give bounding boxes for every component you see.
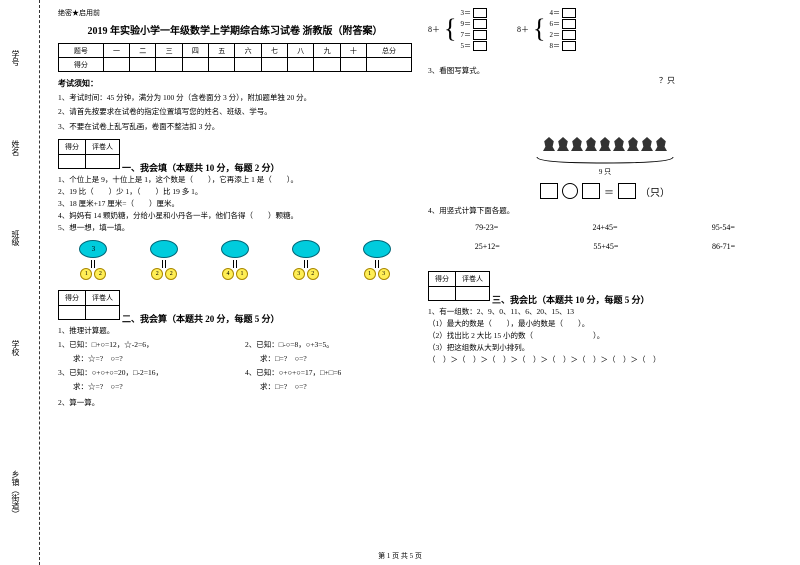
ducks-illustration xyxy=(525,81,685,151)
binding-gutter: 学号 姓名 班级 学校 乡镇（街道） xyxy=(0,0,40,565)
confidential-tag: 绝密★启用前 xyxy=(58,8,412,18)
q4-head: 4、用竖式计算下面各题。 xyxy=(428,205,782,217)
th-4: 四 xyxy=(182,44,208,58)
instructions-heading: 考试须知： xyxy=(58,78,412,89)
score-box-1: 得分评卷人 xyxy=(58,139,120,169)
brace-group-2: 8＋ { 4＝ 6＝ 2＝ 8＝ xyxy=(517,8,576,51)
gutter-label-school: 学校 xyxy=(10,340,21,356)
th-11: 总分 xyxy=(367,44,412,58)
score-summary-table: 题号 一 二 三 四 五 六 七 八 九 十 总分 得分 xyxy=(58,43,412,72)
gutter-label-name: 姓名 xyxy=(10,140,21,156)
score-box-2: 得分评卷人 xyxy=(58,290,120,320)
vertical-calc-row1: 79-23= 24+45= 95-54= xyxy=(428,223,782,232)
section2-q1: 1、推理计算题。 1、已知：□+○=12，☆-2=6，2、已知：□-○=8，○+… xyxy=(58,325,412,409)
main-content: 绝密★启用前 2019 年实验小学一年级数学上学期综合练习试卷 浙教版（附答案）… xyxy=(40,0,800,565)
under-brace-icon xyxy=(535,155,675,165)
gutter-label-town: 乡镇（街道） xyxy=(10,470,21,518)
row2-label: 得分 xyxy=(59,58,104,72)
th-1: 一 xyxy=(103,44,129,58)
section3-title: 三、我会比（本题共 10 分，每题 5 分） xyxy=(492,295,650,305)
right-column: 8＋ { 3＝ 9＝ 7＝ 5＝ 8＋ { 4＝ 6＝ 2＝ xyxy=(420,8,790,547)
brace-icon: { xyxy=(444,20,456,38)
score-box-3: 得分评卷人 xyxy=(428,271,490,301)
brace-icon: { xyxy=(533,20,545,38)
instr-1: 1、考试时间：45 分钟，满分为 100 分（含卷面分 3 分），附加题单独 2… xyxy=(58,92,412,103)
th-9: 九 xyxy=(314,44,340,58)
vertical-calc-row2: 25+12= 55+45= 86-71= xyxy=(428,242,782,251)
big-ball: 3 xyxy=(79,240,107,258)
ball-group-0: 3 1 2 xyxy=(79,240,107,280)
q3-head: 3、看图写算式。 xyxy=(428,65,782,77)
section2-title: 二、我会算（本题共 20 分，每题 5 分） xyxy=(122,314,280,324)
th-7: 七 xyxy=(261,44,287,58)
left-column: 绝密★启用前 2019 年实验小学一年级数学上学期综合练习试卷 浙教版（附答案）… xyxy=(50,8,420,547)
paper-title: 2019 年实验小学一年级数学上学期综合练习试卷 浙教版（附答案） xyxy=(58,22,412,37)
section3-questions: 1、有一组数：2、9、0、11、6、20、15、13 （1）最大的数是（ ），最… xyxy=(428,306,782,366)
th-0: 题号 xyxy=(59,44,104,58)
balls-diagram: 3 1 2 2 2 xyxy=(58,240,412,280)
th-10: 十 xyxy=(340,44,366,58)
instr-3: 3、不要在试卷上乱写乱画，卷面不整洁扣 3 分。 xyxy=(58,121,412,132)
duck-count-label: 9 只 xyxy=(515,167,695,177)
brace-group-1: 8＋ { 3＝ 9＝ 7＝ 5＝ xyxy=(428,8,487,51)
th-8: 八 xyxy=(288,44,314,58)
instr-2: 2、请首先按要求在试卷的指定位置填写您的姓名、班级、学号。 xyxy=(58,106,412,117)
section1-title: 一、我会填（本题共 10 分，每题 2 分） xyxy=(122,163,280,173)
gutter-label-id: 学号 xyxy=(10,50,21,66)
equation-boxes: ＝ （只） xyxy=(428,183,782,199)
page-footer: 第 1 页 共 5 页 xyxy=(0,551,800,561)
section1-questions: 1、个位上是 9，十位上是 1，这个数是（ ），它再添上 1 是（ ）。 2、1… xyxy=(58,174,412,234)
th-6: 六 xyxy=(235,44,261,58)
gutter-label-class: 班级 xyxy=(10,230,21,246)
th-3: 三 xyxy=(156,44,182,58)
th-2: 二 xyxy=(130,44,156,58)
th-5: 五 xyxy=(209,44,235,58)
